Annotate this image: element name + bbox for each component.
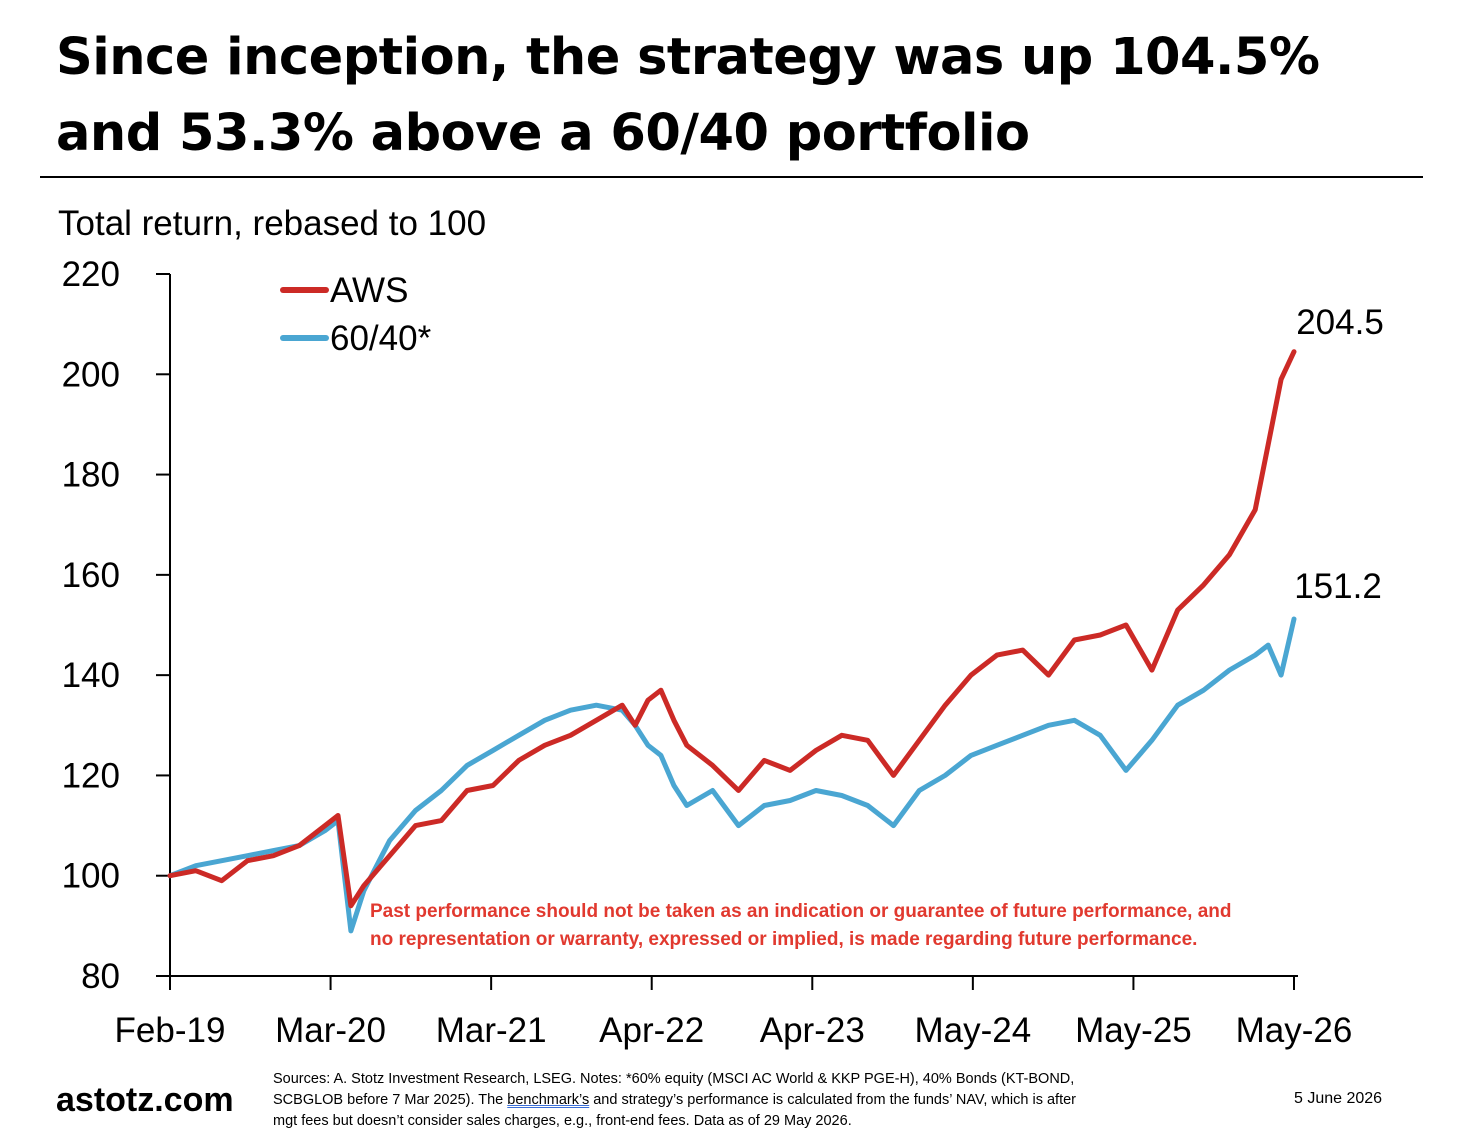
legend-label-aws: AWS	[330, 271, 408, 310]
series-line-aws	[167, 349, 1297, 909]
y-tick-label: 160	[62, 556, 120, 595]
x-tick-label: Mar-20	[275, 1011, 386, 1050]
brand-logo-text[interactable]: astotz.com	[56, 1081, 234, 1119]
line-chart: 80 100 120 140 160 180 200 220 Feb-19 Mar-20 Mar-2…	[62, 255, 1384, 1050]
chart-subtitle: Total return, rebased to 100	[58, 204, 487, 243]
disclaimer-line-1: Past performance should not be taken as …	[370, 901, 1232, 922]
y-tick-label: 120	[62, 756, 120, 795]
x-tick-label: May-25	[1075, 1011, 1192, 1050]
y-tick-label: 140	[62, 656, 120, 695]
axis-ticks: 80 100 120 140 160 180 200 220 Feb-19 Mar-20 Mar-2…	[62, 255, 1353, 1050]
y-tick-label: 220	[62, 255, 120, 294]
legend: AWS 60/40*	[280, 271, 432, 358]
benchmark-link[interactable]: benchmark’s	[507, 1092, 590, 1108]
y-tick-label: 200	[62, 355, 120, 394]
title-line-2: and 53.3% above a 60/40 portfolio	[56, 104, 1030, 163]
sources-line-3: mgt fees but doesn’t consider sales char…	[273, 1113, 852, 1129]
sources-line-2: SCBGLOB before 7 Mar 2025). The benchmar…	[273, 1090, 1248, 1111]
y-tick-label: 100	[62, 857, 120, 896]
end-label-60-40: 151.2	[1294, 567, 1382, 606]
end-label-aws: 204.5	[1296, 303, 1384, 342]
sources-line-2-post: and strategy’s performance is calculated…	[589, 1092, 1077, 1108]
chart-axes	[169, 274, 1298, 977]
y-tick-label: 180	[62, 456, 120, 495]
x-tick-label: May-24	[914, 1011, 1031, 1050]
x-tick-label: Apr-23	[760, 1011, 865, 1050]
sources-line-2-pre: SCBGLOB before 7 Mar 2025). The	[273, 1092, 508, 1108]
sources-line-1: Sources: A. Stotz Investment Research, L…	[273, 1071, 1075, 1087]
disclaimer-line-2: no representation or warranty, expressed…	[370, 929, 1198, 950]
chart-title: Since inception, the strategy was up 104…	[56, 20, 1416, 172]
legend-label-60-40: 60/40*	[330, 319, 432, 358]
x-tick-label: Apr-22	[599, 1011, 704, 1050]
performance-disclaimer: Past performance should not be taken as …	[370, 898, 1330, 954]
series-lines	[167, 349, 1297, 934]
title-line-1: Since inception, the strategy was up 104…	[56, 28, 1320, 87]
end-value-labels: 204.5 151.2	[1294, 303, 1384, 606]
series-line-60-40	[167, 616, 1297, 934]
x-tick-label: May-26	[1236, 1011, 1353, 1050]
title-divider	[40, 176, 1423, 178]
y-tick-label: 80	[81, 957, 120, 996]
x-tick-label: Mar-21	[436, 1011, 547, 1050]
x-tick-label: Feb-19	[115, 1011, 226, 1050]
sources-note: Sources: A. Stotz Investment Research, L…	[273, 1069, 1248, 1132]
report-date: 5 June 2026	[1294, 1090, 1383, 1107]
